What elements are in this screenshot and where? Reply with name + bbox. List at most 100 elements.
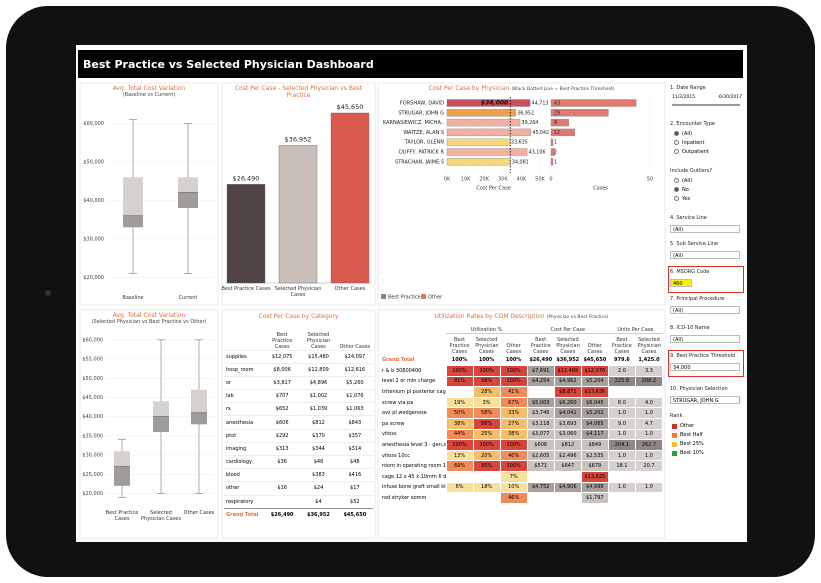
table-cell: 1.0	[607, 449, 636, 462]
radio-label: (All)	[682, 130, 693, 137]
table-cell: $13,825	[580, 470, 609, 483]
dropdown[interactable]: 460	[670, 279, 692, 287]
table-cell: $1,076	[346, 393, 364, 400]
table-cell: $4,041	[553, 407, 582, 419]
table-cell	[526, 470, 555, 483]
row-label: imaging	[226, 445, 247, 452]
box-upper	[191, 389, 207, 413]
dropdown[interactable]: (All)	[670, 335, 740, 343]
box-lower	[178, 192, 198, 209]
cases-label: 43	[554, 101, 560, 107]
table-cell	[472, 470, 501, 483]
table-cell: 100%	[472, 439, 501, 451]
column-header: Best Practice Cases	[530, 337, 551, 355]
table-row: tritenium pl posterior cage 28% 41% $8,871 $…	[380, 386, 664, 398]
filter-label: 1. Date Range	[670, 85, 706, 91]
table-cell: 27%	[499, 417, 528, 430]
table-cell: $12,499	[553, 365, 582, 377]
x-tick-label: 10K	[461, 177, 471, 183]
table-row: r & b 30800400 100% 100% 100% $7,691 $12,499 $…	[380, 365, 664, 377]
legend-label: Best Half	[680, 432, 703, 438]
row-label: other	[226, 485, 240, 492]
corner	[380, 333, 446, 355]
table-cell: $606	[526, 439, 555, 451]
table-cell: 19%	[445, 396, 474, 409]
table-cell: $7,691	[526, 365, 555, 377]
table-cell: 1,425.0	[638, 357, 660, 363]
dropdown[interactable]: (All)	[670, 306, 740, 314]
x-tick-label: Other Cases	[183, 510, 215, 516]
table-cell: $15,480	[308, 353, 329, 360]
cases-label: 1	[554, 140, 557, 146]
table-cell: $12,616	[344, 366, 366, 373]
cost-label: 39,264	[522, 120, 539, 126]
physician-name: DUFFY, PATRICK R	[399, 150, 445, 156]
box-upper	[153, 401, 169, 417]
column-header: Other Cases	[587, 343, 603, 355]
y-tick-label: $40,000	[82, 414, 103, 420]
table-cell: 9.0	[607, 417, 636, 430]
table-cell: 25%	[472, 428, 501, 441]
table-cell: 46%	[499, 492, 528, 504]
table-cell: $370	[312, 432, 325, 439]
row-label: blood	[226, 472, 240, 479]
legend-swatch	[672, 433, 677, 438]
cost-label: 34,081	[512, 159, 529, 165]
legend-swatch	[672, 451, 677, 456]
panel-subtitle: (Physician vs Best Practice)	[546, 315, 609, 320]
table-row: vitoss 10cc 13% 20% 40% $2,605 $2,496 $2,535 1.…	[380, 449, 664, 462]
table-cell: $2,605	[526, 449, 555, 462]
panel-title: Cost Per Case - Selected Physician vs Be…	[234, 85, 363, 99]
radio-option[interactable]	[674, 178, 679, 183]
radio-option[interactable]	[674, 131, 679, 136]
radio-option[interactable]	[674, 187, 679, 192]
y-tick-label: $60,000	[82, 337, 103, 343]
table-cell: $4	[315, 498, 322, 505]
bar	[278, 145, 318, 284]
panel-subtitle: (Black Dotted Line = Best Practice Thres…	[511, 87, 615, 92]
table-cell: 7%	[499, 470, 528, 483]
x-tick-label: Selected Physician Cases	[141, 510, 181, 522]
radio-option[interactable]	[674, 196, 679, 201]
table-cell: 41%	[499, 386, 528, 398]
x-tick-label: Current	[178, 295, 198, 301]
table-cell: $2,496	[553, 449, 582, 462]
row-label: supplies	[226, 353, 247, 360]
y-tick-label: $20,000	[82, 491, 103, 497]
radio-option[interactable]	[674, 140, 679, 145]
table-cell: $45,650	[583, 357, 607, 363]
dropdown[interactable]: (All)	[670, 251, 740, 259]
dropdown[interactable]: 34,000	[670, 363, 740, 371]
row-label: anesthesia	[226, 419, 254, 426]
bar	[226, 184, 266, 284]
table-cell: $416	[348, 472, 362, 479]
filter-label: 7. Principal Procedure	[670, 296, 725, 302]
date-slider[interactable]	[672, 104, 740, 106]
cost-bar	[446, 148, 528, 156]
cases-label: 2	[554, 150, 557, 156]
table-cell: $1,063	[346, 406, 364, 413]
table-cell: 67%	[499, 396, 528, 409]
row-label: vitoss 10cc	[382, 452, 411, 459]
table-cell: 1.0	[634, 481, 664, 494]
dropdown[interactable]: (All)	[670, 225, 740, 233]
table-cell: 100%	[505, 357, 522, 363]
table-row: screw via pa 19% 3% 67% $5,003 $6,260 $6,045 8.…	[380, 396, 664, 409]
table-cell: 1.0	[607, 481, 636, 494]
dropdown[interactable]: STRUGAR, JOHN G	[670, 396, 740, 404]
filter-label: Include Outliers?	[670, 168, 713, 174]
table-cell: 100%	[478, 357, 495, 363]
table-cell: $45,650	[343, 512, 367, 518]
panel-title: Avg. Total Cost Variation	[112, 312, 186, 319]
column-header: Best Practice Cases	[272, 331, 293, 350]
table-cell	[607, 492, 636, 504]
cases-bar	[550, 118, 569, 127]
cases-bar	[550, 99, 637, 107]
cost-label: 43,106	[529, 150, 546, 156]
table-cell: $357	[348, 432, 362, 439]
cost-label: 36,952	[517, 110, 534, 116]
panel-title-row: Cost Per Case by Physician (Black Dotted …	[378, 85, 665, 92]
radio-option[interactable]	[674, 149, 679, 154]
table-cell: $314	[348, 445, 362, 452]
